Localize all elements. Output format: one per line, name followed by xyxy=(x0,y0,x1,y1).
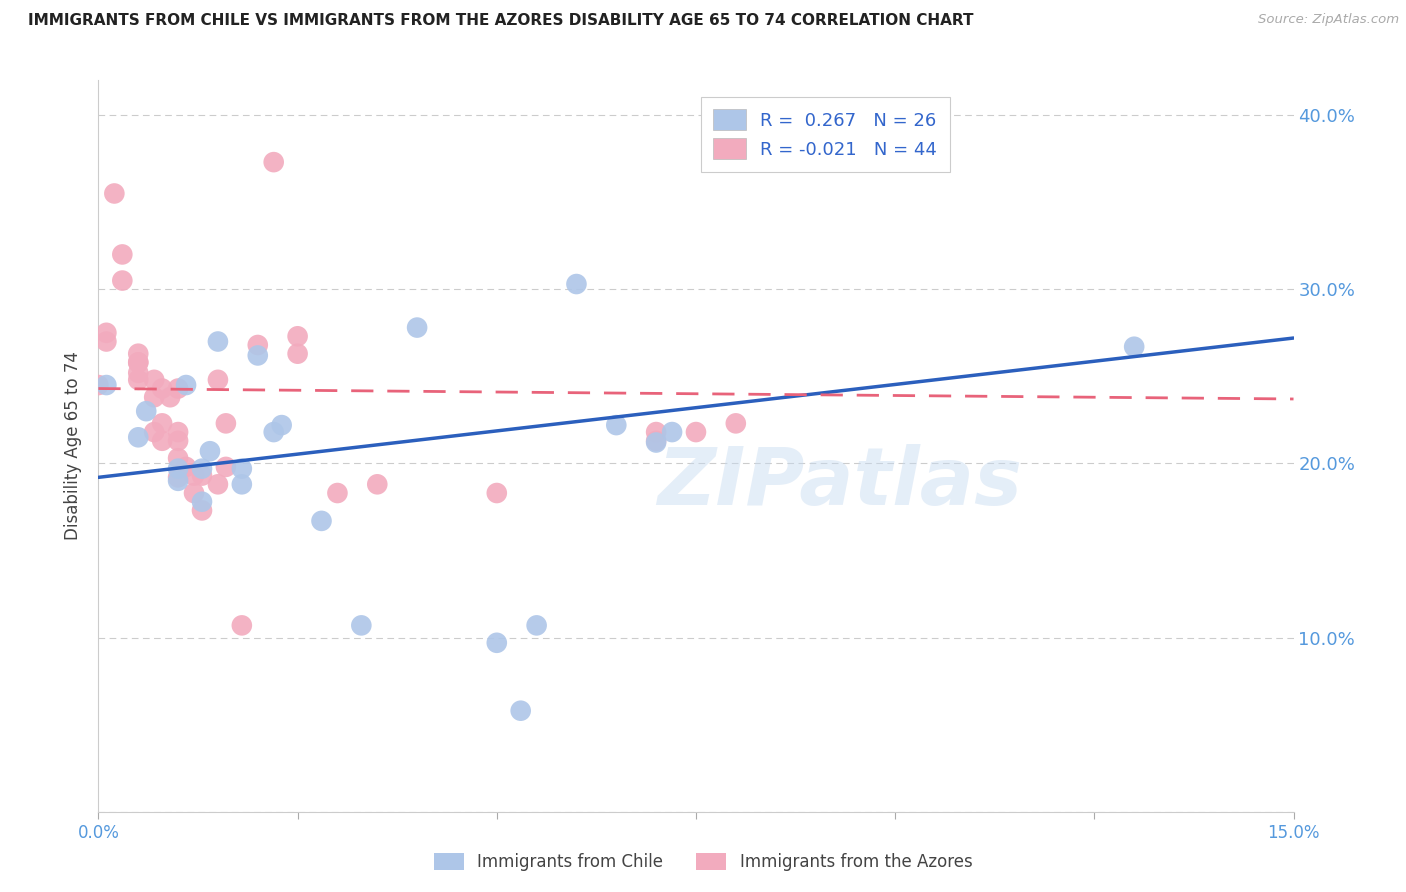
Point xyxy=(127,366,149,380)
Point xyxy=(167,382,190,396)
Point xyxy=(246,348,269,362)
Point xyxy=(167,451,190,466)
Point xyxy=(127,430,149,444)
Point xyxy=(191,468,214,483)
Point xyxy=(150,382,173,396)
Point xyxy=(127,355,149,369)
Point xyxy=(143,373,166,387)
Point xyxy=(150,434,173,448)
Point xyxy=(311,514,333,528)
Point xyxy=(645,434,668,448)
Point xyxy=(350,618,373,632)
Point xyxy=(111,274,134,288)
Text: IMMIGRANTS FROM CHILE VS IMMIGRANTS FROM THE AZORES DISABILITY AGE 65 TO 74 CORR: IMMIGRANTS FROM CHILE VS IMMIGRANTS FROM… xyxy=(28,13,973,29)
Point xyxy=(645,435,668,450)
Point xyxy=(135,404,157,418)
Text: ZIPatlas: ZIPatlas xyxy=(657,443,1022,522)
Point xyxy=(231,618,253,632)
Point xyxy=(645,425,668,439)
Point xyxy=(215,459,238,474)
Legend: Immigrants from Chile, Immigrants from the Azores: Immigrants from Chile, Immigrants from t… xyxy=(425,845,981,880)
Point xyxy=(198,444,221,458)
Point xyxy=(526,618,548,632)
Point xyxy=(174,459,197,474)
Point xyxy=(87,378,110,392)
Point xyxy=(167,474,190,488)
Point xyxy=(103,186,125,201)
Point xyxy=(231,461,253,475)
Point xyxy=(287,347,309,361)
Point xyxy=(143,425,166,439)
Point xyxy=(174,378,197,392)
Point xyxy=(724,417,747,431)
Point xyxy=(159,390,181,404)
Point xyxy=(326,486,349,500)
Point xyxy=(96,334,118,349)
Point xyxy=(191,503,214,517)
Point xyxy=(270,418,292,433)
Point xyxy=(167,434,190,448)
Point xyxy=(366,477,388,491)
Point xyxy=(215,417,238,431)
Text: Source: ZipAtlas.com: Source: ZipAtlas.com xyxy=(1258,13,1399,27)
Point xyxy=(605,418,627,433)
Point xyxy=(246,338,269,352)
Legend: R =  0.267   N = 26, R = -0.021   N = 44: R = 0.267 N = 26, R = -0.021 N = 44 xyxy=(700,96,950,172)
Point xyxy=(191,461,214,475)
Point xyxy=(207,334,229,349)
Point xyxy=(143,390,166,404)
Point xyxy=(127,347,149,361)
Y-axis label: Disability Age 65 to 74: Disability Age 65 to 74 xyxy=(65,351,83,541)
Point xyxy=(661,425,683,439)
Point xyxy=(263,425,285,439)
Point xyxy=(207,373,229,387)
Point xyxy=(685,425,707,439)
Point xyxy=(96,378,118,392)
Point xyxy=(127,373,149,387)
Point xyxy=(96,326,118,340)
Point xyxy=(485,636,508,650)
Point xyxy=(565,277,588,291)
Point xyxy=(183,468,205,483)
Point xyxy=(406,320,429,334)
Point xyxy=(263,155,285,169)
Point xyxy=(111,247,134,261)
Point xyxy=(287,329,309,343)
Point xyxy=(127,355,149,369)
Point xyxy=(150,417,173,431)
Point xyxy=(509,704,531,718)
Point xyxy=(207,477,229,491)
Point xyxy=(485,486,508,500)
Point xyxy=(1123,340,1146,354)
Point xyxy=(183,486,205,500)
Point xyxy=(191,494,214,508)
Point xyxy=(167,425,190,439)
Point xyxy=(167,470,190,484)
Point xyxy=(167,461,190,475)
Point xyxy=(231,477,253,491)
